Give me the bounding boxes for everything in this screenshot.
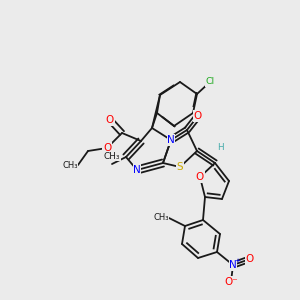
Text: +: + [234,258,240,264]
Text: O: O [103,143,111,153]
Text: O: O [194,111,202,121]
Text: N: N [133,165,141,175]
Text: O: O [196,172,204,182]
Text: N: N [229,260,237,270]
Text: S: S [177,162,183,172]
Text: O⁻: O⁻ [224,277,238,287]
Text: Cl: Cl [206,77,214,86]
Text: CH₃: CH₃ [104,152,120,161]
Text: H: H [217,142,223,152]
Text: CH₃: CH₃ [154,214,169,223]
Text: N: N [167,135,175,145]
Text: O: O [106,115,114,125]
Text: O: O [246,254,254,264]
Text: CH₃: CH₃ [62,160,78,169]
